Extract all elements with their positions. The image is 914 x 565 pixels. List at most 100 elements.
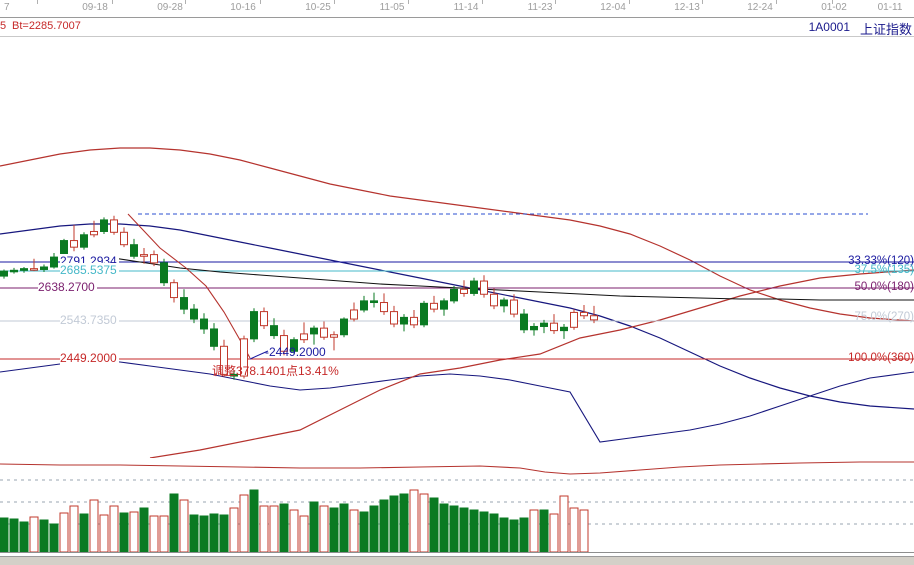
- candle-body: [590, 315, 598, 321]
- volume-bar: [279, 503, 289, 553]
- downtrend-red-line: [127, 213, 251, 359]
- candle-body: [260, 311, 268, 327]
- candle-body: [30, 268, 38, 271]
- volume-bar: [99, 514, 109, 553]
- candle-body: [530, 325, 538, 331]
- volume-bar: [169, 493, 179, 553]
- volume-bar: [189, 514, 199, 553]
- axis-tick: [185, 0, 186, 4]
- candle-body: [220, 345, 228, 375]
- volume-bar: [249, 489, 259, 553]
- volume-bar: [69, 505, 79, 553]
- candle-body: [560, 326, 568, 332]
- axis-date-label: 01-02: [821, 2, 847, 13]
- candle-body: [570, 311, 578, 328]
- candle-body: [460, 288, 468, 294]
- candle-body: [180, 297, 188, 310]
- candle-body: [50, 256, 58, 268]
- volume-bar: [479, 511, 489, 553]
- candle-body: [320, 327, 328, 338]
- volume-bar: [339, 503, 349, 553]
- volume-bar: [49, 523, 59, 553]
- volume-bar: [509, 519, 519, 553]
- price-chart-canvas: [0, 147, 914, 458]
- volume-chart-canvas: [0, 461, 914, 553]
- volume-bar: [29, 516, 39, 553]
- adjustment-annotation: 调整378.1401点13.41%: [212, 364, 339, 378]
- candle-body: [550, 322, 558, 332]
- volume-bar: [9, 518, 19, 553]
- volume-bar: [569, 507, 579, 553]
- volume-bar: [19, 521, 29, 553]
- axis-date-label: 12-04: [600, 2, 626, 13]
- symbol-name[interactable]: 上证指数: [859, 22, 912, 37]
- volume-bar: [349, 509, 359, 553]
- candle-body: [230, 373, 238, 377]
- volume-bar: [499, 517, 509, 553]
- volume-bar: [319, 505, 329, 553]
- level-2449-label: 2449.2000: [60, 351, 119, 365]
- volume-bar: [379, 499, 389, 553]
- volume-bar: [129, 511, 139, 553]
- axis-tick: [408, 0, 409, 4]
- candle-body: [140, 254, 148, 257]
- candle-body: [130, 244, 138, 257]
- level-2685-label: 2685.5375: [60, 263, 119, 277]
- candle-body: [400, 316, 408, 325]
- volume-bar: [389, 495, 399, 553]
- candle-body: [170, 282, 178, 299]
- low-value-annotation: -2449.2000: [265, 345, 326, 359]
- volume-bar: [439, 503, 449, 553]
- candle-body: [160, 262, 168, 284]
- volume-bar: [89, 499, 99, 553]
- price-chart-pane[interactable]: 2791.2934 2685.5375 2638.2700 2543.7350 2449…: [0, 38, 914, 458]
- candle-body: [210, 328, 218, 347]
- volume-bar: [269, 505, 279, 553]
- band-lower-line: [0, 223, 914, 410]
- fib-3333-label: 33.33%(120): [848, 255, 914, 267]
- symbol-code[interactable]: 1A0001: [808, 20, 850, 34]
- candle-body: [90, 230, 98, 236]
- volume-bar: [259, 505, 269, 553]
- volume-bar: [539, 509, 549, 553]
- axis-tick: [555, 0, 556, 4]
- candle-body: [380, 302, 388, 313]
- candle-body: [10, 269, 18, 273]
- candle-body: [360, 300, 368, 311]
- volume-bar: [449, 505, 459, 553]
- axis-tick: [112, 0, 113, 4]
- date-axis-strip: 7 09-18 09-28 10-16 10-25 11-05 11-14 11-23 12-…: [0, 0, 914, 18]
- axis-date-label: 11-23: [527, 2, 553, 13]
- lower-red-rising-line: [149, 269, 914, 458]
- volume-bar: [0, 517, 9, 553]
- volume-bar: [139, 507, 149, 553]
- candle-body: [490, 293, 498, 307]
- candle-body: [190, 308, 198, 320]
- axis-date-label: 12-24: [747, 2, 773, 13]
- volume-bar: [529, 509, 539, 553]
- candle-body: [110, 219, 118, 233]
- candle-body: [70, 240, 78, 248]
- axis-date-label: 11-05: [379, 2, 405, 13]
- header-divider: [0, 36, 914, 37]
- candle-body: [470, 280, 478, 294]
- axis-date-label: 09-28: [157, 2, 183, 13]
- volume-bar: [549, 513, 559, 553]
- axis-left-edge-tick: 7: [4, 2, 10, 13]
- candle-body: [280, 335, 288, 352]
- volume-bar: [399, 493, 409, 553]
- candle-body: [100, 219, 108, 232]
- volume-bar: [299, 515, 309, 553]
- volume-bar: [329, 507, 339, 553]
- candle-body: [20, 268, 28, 271]
- volume-bar: [429, 497, 439, 553]
- volume-bar: [579, 509, 589, 553]
- volume-bar: [59, 512, 69, 553]
- volume-chart-pane[interactable]: [0, 458, 914, 556]
- candle-body: [340, 318, 348, 336]
- axis-date-label: 09-18: [82, 2, 108, 13]
- volume-bar: [309, 501, 319, 553]
- axis-tick: [37, 0, 38, 4]
- candle-body: [240, 338, 248, 377]
- candle-body: [520, 313, 528, 331]
